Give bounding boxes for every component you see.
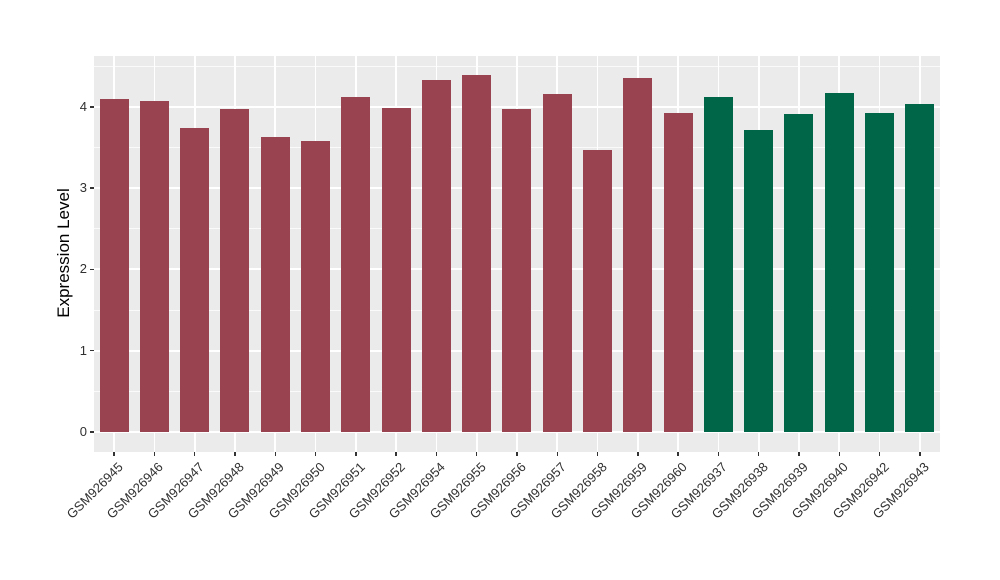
minor-gridline	[94, 65, 940, 67]
x-tick-mark	[475, 452, 478, 456]
y-tick-mark	[89, 349, 94, 352]
major-gridline	[94, 431, 940, 433]
x-tick-mark	[717, 452, 720, 456]
bar-GSM926937	[703, 97, 733, 432]
y-tick-mark	[89, 106, 94, 108]
major-gridline	[94, 105, 940, 108]
bar-GSM926942	[865, 112, 895, 432]
y-tick-mark	[89, 187, 94, 189]
y-tick-label: 4	[79, 98, 87, 114]
bar-GSM926947	[180, 127, 210, 432]
bar-GSM926956	[502, 109, 532, 432]
x-tick-mark	[435, 452, 438, 456]
y-axis-title: Expression Level	[54, 188, 73, 318]
bar-GSM926954	[421, 79, 451, 432]
bar-GSM926959	[623, 78, 653, 432]
x-tick-mark	[395, 452, 397, 456]
x-tick-mark	[637, 452, 639, 456]
bar-GSM926939	[784, 114, 814, 432]
x-tick-mark	[838, 452, 841, 456]
x-tick-mark	[113, 452, 115, 456]
x-tick-mark	[596, 452, 599, 456]
bar-GSM926946	[139, 101, 169, 432]
y-tick-mark	[89, 431, 94, 433]
bar-GSM926958	[583, 149, 613, 432]
y-tick-label: 0	[79, 424, 87, 439]
plot-panel	[94, 56, 940, 452]
x-tick-mark	[153, 452, 156, 456]
bar-GSM926950	[301, 140, 331, 432]
x-tick-mark	[234, 452, 236, 456]
bar-GSM926948	[220, 109, 250, 432]
bar-GSM926945	[99, 99, 129, 432]
y-tick-label: 1	[79, 342, 87, 358]
bar-GSM926960	[663, 112, 693, 432]
bar-GSM926955	[462, 75, 492, 432]
bar-GSM926952	[381, 107, 411, 432]
bar-GSM926957	[542, 93, 572, 432]
x-tick-mark	[193, 452, 196, 456]
x-tick-mark	[878, 452, 881, 456]
x-tick-mark	[516, 452, 518, 456]
bar-GSM926940	[824, 92, 854, 432]
x-tick-mark	[314, 452, 317, 456]
x-tick-mark	[355, 452, 357, 456]
x-tick-mark	[274, 452, 277, 456]
bar-GSM926938	[744, 130, 774, 432]
y-tick-label: 3	[79, 180, 87, 196]
x-tick-mark	[798, 452, 800, 456]
x-tick-mark	[757, 452, 760, 456]
bar-GSM926949	[260, 136, 290, 432]
bar-GSM926943	[905, 104, 935, 432]
x-tick-mark	[677, 452, 679, 456]
bar-GSM926951	[341, 97, 371, 432]
x-tick-mark	[919, 452, 921, 456]
y-tick-mark	[89, 268, 94, 271]
x-tick-mark	[556, 452, 559, 456]
y-tick-label: 2	[79, 261, 87, 277]
